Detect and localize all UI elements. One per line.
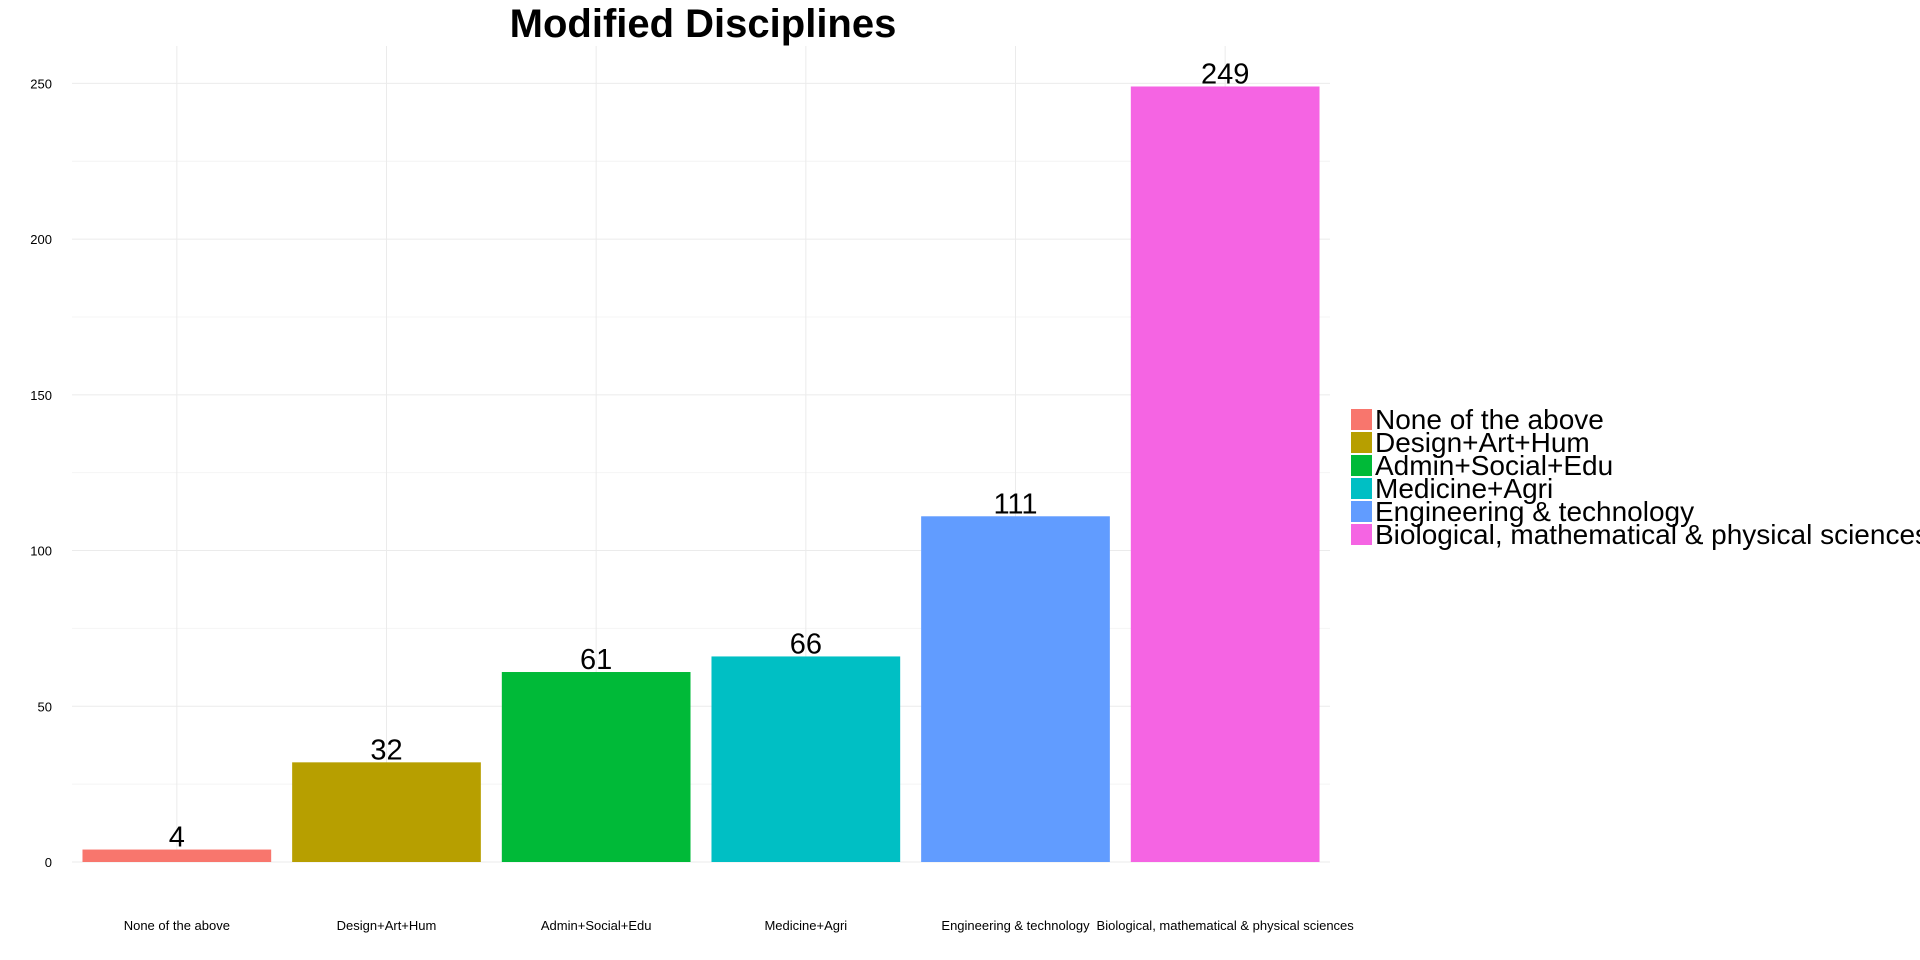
bar-4 <box>711 656 901 862</box>
bar-2 <box>292 762 481 862</box>
x-tick-label-5: Engineering & technology <box>941 918 1090 933</box>
data-label-5: 111 <box>993 488 1037 520</box>
legend-swatch-1 <box>1351 409 1372 430</box>
legend-label-4: Medicine+Agri <box>1375 473 1553 504</box>
legend-label-2: Design+Art+Hum <box>1375 427 1590 458</box>
legend-label-5: Engineering & technology <box>1375 496 1694 527</box>
y-tick-label: 100 <box>30 544 52 559</box>
data-label-2: 32 <box>370 734 402 766</box>
bars <box>82 86 1320 863</box>
data-label-6: 249 <box>1201 58 1249 90</box>
x-axis: None of the above Design+Art+Hum Admin+Soc… <box>124 918 1355 933</box>
legend: None of the aboveDesign+Art+HumAdmin+Soc… <box>1351 404 1920 550</box>
legend-swatch-4 <box>1351 478 1372 499</box>
bar-1 <box>82 849 272 862</box>
data-label-4: 66 <box>790 628 822 660</box>
x-tick-label-2: Design+Art+Hum <box>337 918 437 933</box>
y-tick-label: 200 <box>30 232 52 247</box>
x-tick-label-3: Admin+Social+Edu <box>541 918 652 933</box>
data-label-3: 61 <box>580 644 612 676</box>
legend-swatch-6 <box>1351 524 1372 545</box>
y-tick-label: 50 <box>38 699 52 714</box>
legend-label-3: Admin+Social+Edu <box>1375 450 1613 481</box>
bar-5 <box>921 516 1110 862</box>
legend-swatch-3 <box>1351 455 1372 476</box>
x-tick-label-4: Medicine+Agri <box>764 918 847 933</box>
legend-label-1: None of the above <box>1375 404 1604 435</box>
legend-swatch-5 <box>1351 501 1372 522</box>
y-tick-label: 250 <box>30 76 52 91</box>
legend-label-6: Biological, mathematical & physical scie… <box>1375 519 1920 550</box>
y-tick-label: 150 <box>30 388 52 403</box>
x-tick-label-1: None of the above <box>124 918 230 933</box>
data-labels: 4 32 61 66 111 249 <box>169 58 1250 853</box>
bar-3 <box>501 672 691 862</box>
bar-6 <box>1130 86 1320 863</box>
data-label-1: 4 <box>169 822 185 854</box>
legend-swatch-2 <box>1351 432 1372 453</box>
y-tick-label: 0 <box>45 855 52 870</box>
chart-title: Modified Disciplines <box>510 2 897 46</box>
y-axis: 0 50 100 150 200 250 <box>30 76 52 870</box>
x-tick-label-6: Biological, mathematical & physical scie… <box>1097 918 1355 933</box>
